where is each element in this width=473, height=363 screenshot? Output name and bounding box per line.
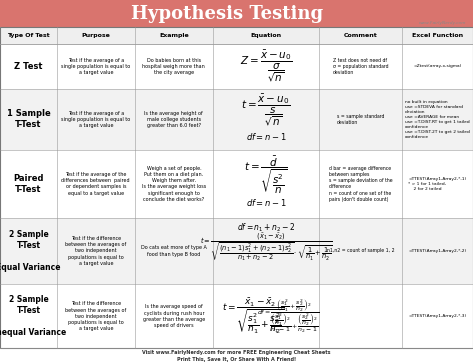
Bar <box>0 284 473 348</box>
Text: 1 Sample
T-Test: 1 Sample T-Test <box>7 109 50 129</box>
Text: =TTEST(Array1,Array2,*,3): =TTEST(Array1,Array2,*,3) <box>409 314 466 318</box>
Bar <box>0 150 473 218</box>
Text: Print This, Save It, Or Share With A Friend!: Print This, Save It, Or Share With A Fri… <box>177 357 296 362</box>
Text: =Ztest(array,x,sigma): =Ztest(array,x,sigma) <box>413 64 462 68</box>
Text: Type Of Test: Type Of Test <box>7 33 50 38</box>
Bar <box>0 0 473 27</box>
Text: Excel Function: Excel Function <box>412 33 463 38</box>
Text: Test if the difference
between the averages of
two independent
populations is eq: Test if the difference between the avera… <box>65 236 126 266</box>
Text: n1,n2 = count of sample 1, 2: n1,n2 = count of sample 1, 2 <box>327 248 394 253</box>
Text: Comment: Comment <box>344 33 377 38</box>
Text: Do cats eat more of type A
food than type B food: Do cats eat more of type A food than typ… <box>141 245 207 257</box>
Text: $t = \dfrac{\bar{x}_1 - \bar{x}_2}{\sqrt{\dfrac{s_1^2}{n_1} + \dfrac{s_2^2}{n_2}: $t = \dfrac{\bar{x}_1 - \bar{x}_2}{\sqrt… <box>222 297 284 336</box>
Text: Test if the average of a
single population is equal to
a target value: Test if the average of a single populati… <box>61 111 131 128</box>
Bar <box>0 27 473 348</box>
Text: 2 Sample
T-Test

Equal Variance: 2 Sample T-Test Equal Variance <box>0 230 61 272</box>
Text: www.FairlyNerdy.com: www.FairlyNerdy.com <box>419 21 466 25</box>
Text: Paired
T-Test: Paired T-Test <box>13 174 44 194</box>
Bar <box>0 89 473 150</box>
Text: $df = n - 1$: $df = n - 1$ <box>246 197 286 208</box>
Text: =TTEST(Array1,Array2,*,2): =TTEST(Array1,Array2,*,2) <box>409 249 466 253</box>
Text: $t = \dfrac{\bar{d}}{\sqrt{\dfrac{s^2}{n}}}$: $t = \dfrac{\bar{d}}{\sqrt{\dfrac{s^2}{n… <box>245 155 288 196</box>
Text: 2 Sample
T-Test

Unequal Variance: 2 Sample T-Test Unequal Variance <box>0 295 67 337</box>
Text: no built in equation
use =STDEVA for standard
deviation
use =AVERAGE for mean
us: no built in equation use =STDEVA for sta… <box>405 100 470 139</box>
Text: Equation: Equation <box>251 33 281 38</box>
Text: Weigh a set of people.
Put them on a diet plan.
Weigh them after.
Is the average: Weigh a set of people. Put them on a die… <box>142 166 206 202</box>
Text: $df = n - 1$: $df = n - 1$ <box>246 131 286 142</box>
Bar <box>0 44 473 89</box>
Text: Do babies born at this
hospital weigh more than
the city average: Do babies born at this hospital weigh mo… <box>142 57 205 75</box>
Text: $t = \dfrac{(\bar{x}_1 - \bar{x}_2)}{\sqrt{\dfrac{(n_1-1)s_1^2+(n_2-1)s_2^2}{n_1: $t = \dfrac{(\bar{x}_1 - \bar{x}_2)}{\sq… <box>200 232 333 263</box>
Text: $t = \dfrac{\bar{x} - u_0}{\dfrac{s}{\sqrt{n}}}$: $t = \dfrac{\bar{x} - u_0}{\dfrac{s}{\sq… <box>242 93 290 128</box>
Text: Test if the average of a
single population is equal to
a target value: Test if the average of a single populati… <box>61 57 131 75</box>
Text: Test if the difference
between the averages of
two independent
populations is eq: Test if the difference between the avera… <box>65 301 126 331</box>
Bar <box>0 218 473 284</box>
Text: Is the average height of
male college students
greater than 6.0 feet?: Is the average height of male college st… <box>144 111 203 128</box>
Text: Purpose: Purpose <box>81 33 110 38</box>
Text: d bar = average difference
between samples
s = sample deviation of the
differenc: d bar = average difference between sampl… <box>329 166 393 202</box>
Text: Z Test: Z Test <box>14 62 43 71</box>
Text: Visit www.FairlyNerdy.com for more FREE Engineering Cheat Sheets: Visit www.FairlyNerdy.com for more FREE … <box>142 350 331 355</box>
Bar <box>0 27 473 44</box>
Text: $df = \dfrac{\left(\dfrac{s_1^2}{n_1}+\dfrac{s_2^2}{n_2}\right)^2}{\dfrac{\left(: $df = \dfrac{\left(\dfrac{s_1^2}{n_1}+\d… <box>257 297 319 335</box>
Text: Is the average speed of
cyclists during rush hour
greater than the average
speed: Is the average speed of cyclists during … <box>143 305 205 328</box>
Text: Z test does not need df
σ = population standard
deviation: Z test does not need df σ = population s… <box>333 57 388 75</box>
Text: Hypothesis Testing: Hypothesis Testing <box>131 5 323 23</box>
Text: $Z = \dfrac{\bar{x} - u_0}{\dfrac{\sigma}{\sqrt{n}}}$: $Z = \dfrac{\bar{x} - u_0}{\dfrac{\sigma… <box>240 49 292 84</box>
Text: $df = n_1 + n_2 - 2$: $df = n_1 + n_2 - 2$ <box>237 221 295 234</box>
Text: Test if the average of the
differences between  paired
or dependent samples is
e: Test if the average of the differences b… <box>61 172 130 196</box>
Text: Example: Example <box>159 33 189 38</box>
Text: s = sample standard
deviation: s = sample standard deviation <box>337 114 385 125</box>
Text: =TTEST(Array1,Array2,*,1)
* > 1 for 1 tailed,
    2 for 2 tailed: =TTEST(Array1,Array2,*,1) * > 1 for 1 ta… <box>409 177 466 191</box>
